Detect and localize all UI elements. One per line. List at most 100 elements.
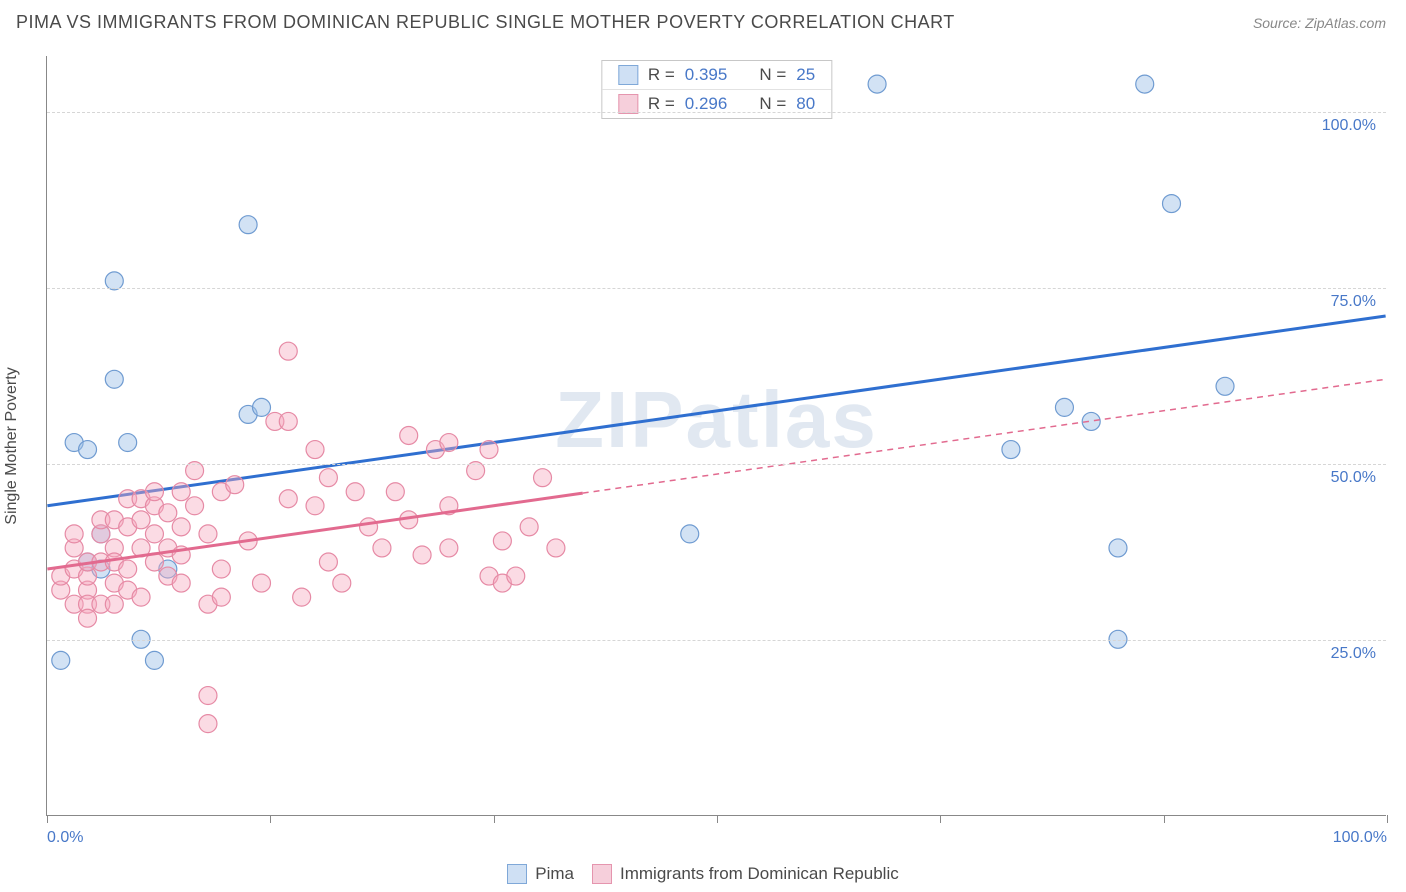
r-label: R = — [648, 94, 675, 114]
r-value: 0.395 — [685, 65, 728, 85]
data-point — [65, 525, 83, 543]
legend-row: R =0.296N =80 — [602, 89, 831, 118]
data-point — [212, 560, 230, 578]
source-label: Source: ZipAtlas.com — [1253, 15, 1386, 31]
data-point — [79, 441, 97, 459]
xtick — [270, 815, 271, 823]
data-point — [172, 483, 190, 501]
data-point — [493, 574, 511, 592]
data-point — [1002, 441, 1020, 459]
data-point — [199, 525, 217, 543]
data-point — [520, 518, 538, 536]
data-point — [52, 567, 70, 585]
data-point — [119, 560, 137, 578]
data-point — [319, 469, 337, 487]
data-point — [681, 525, 699, 543]
data-point — [199, 687, 217, 705]
data-point — [79, 595, 97, 613]
data-point — [145, 525, 163, 543]
data-point — [1163, 195, 1181, 213]
ytick-label: 25.0% — [1331, 645, 1376, 663]
trend-line — [47, 493, 582, 569]
data-point — [333, 574, 351, 592]
data-point — [426, 441, 444, 459]
legend-swatch — [618, 94, 638, 114]
legend-row: R =0.395N =25 — [602, 61, 831, 89]
data-point — [159, 560, 177, 578]
data-point — [105, 272, 123, 290]
data-point — [105, 553, 123, 571]
data-point — [253, 398, 271, 416]
data-point — [65, 595, 83, 613]
gridline — [47, 112, 1386, 113]
xtick — [1387, 815, 1388, 823]
plot-region: ZIPatlas R =0.395N =25R =0.296N =80 25.0… — [46, 56, 1386, 816]
data-point — [226, 476, 244, 494]
data-point — [440, 434, 458, 452]
data-point — [306, 497, 324, 515]
data-point — [105, 511, 123, 529]
data-point — [239, 216, 257, 234]
data-point — [373, 539, 391, 557]
data-point — [132, 511, 150, 529]
data-point — [266, 412, 284, 430]
data-point — [92, 553, 110, 571]
data-point — [1109, 539, 1127, 557]
data-point — [92, 525, 110, 543]
data-point — [65, 539, 83, 557]
data-point — [119, 434, 137, 452]
xtick — [494, 815, 495, 823]
data-point — [172, 518, 190, 536]
watermark: ZIPatlas — [555, 374, 878, 466]
data-point — [105, 595, 123, 613]
data-point — [92, 560, 110, 578]
data-point — [1082, 412, 1100, 430]
xtick — [940, 815, 941, 823]
data-point — [279, 412, 297, 430]
n-label: N = — [759, 65, 786, 85]
data-point — [79, 609, 97, 627]
data-point — [440, 539, 458, 557]
legend-swatch — [592, 864, 612, 884]
data-point — [440, 497, 458, 515]
data-point — [172, 574, 190, 592]
data-point — [105, 370, 123, 388]
xtick-label: 0.0% — [47, 829, 83, 847]
data-point — [868, 75, 886, 93]
data-point — [1055, 398, 1073, 416]
gridline — [47, 640, 1386, 641]
data-point — [119, 518, 137, 536]
data-point — [159, 504, 177, 522]
data-point — [507, 567, 525, 585]
xtick-label: 100.0% — [1333, 829, 1387, 847]
r-value: 0.296 — [685, 94, 728, 114]
data-point — [145, 497, 163, 515]
data-point — [52, 651, 70, 669]
data-point — [79, 553, 97, 571]
ytick-label: 100.0% — [1322, 117, 1376, 135]
xtick — [1164, 815, 1165, 823]
data-point — [119, 490, 137, 508]
data-point — [493, 532, 511, 550]
data-point — [386, 483, 404, 501]
data-point — [212, 588, 230, 606]
series-legend: PimaImmigrants from Dominican Republic — [0, 864, 1406, 884]
data-point — [79, 581, 97, 599]
data-point — [79, 553, 97, 571]
data-point — [119, 581, 137, 599]
gridline — [47, 288, 1386, 289]
data-point — [132, 588, 150, 606]
data-point — [279, 342, 297, 360]
data-point — [1216, 377, 1234, 395]
data-point — [534, 469, 552, 487]
data-point — [279, 490, 297, 508]
xtick — [717, 815, 718, 823]
chart-area: ZIPatlas R =0.395N =25R =0.296N =80 25.0… — [46, 56, 1386, 816]
data-point — [400, 427, 418, 445]
header: PIMA VS IMMIGRANTS FROM DOMINICAN REPUBL… — [0, 0, 1406, 41]
n-label: N = — [759, 94, 786, 114]
legend-swatch — [618, 65, 638, 85]
xtick — [47, 815, 48, 823]
data-point — [159, 567, 177, 585]
correlation-legend: R =0.395N =25R =0.296N =80 — [601, 60, 832, 119]
